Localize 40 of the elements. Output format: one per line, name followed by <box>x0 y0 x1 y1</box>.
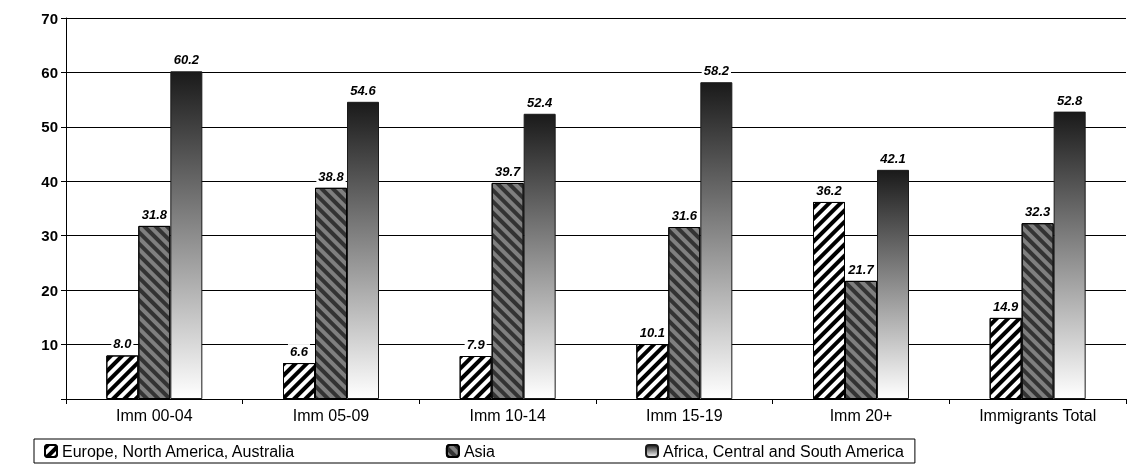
data-label: 31.6 <box>671 208 698 224</box>
legend-label: Africa, Central and South America <box>663 442 905 460</box>
y-tick-label: 40 <box>41 172 58 190</box>
data-label: 32.3 <box>1025 204 1052 220</box>
data-label: 6.6 <box>289 344 309 360</box>
legend-label: Asia <box>463 442 496 460</box>
data-label: 42.1 <box>879 150 906 166</box>
y-tick-label: 20 <box>41 281 58 299</box>
data-label: 52.8 <box>1057 92 1084 108</box>
y-tick-label: 10 <box>41 336 58 354</box>
bar <box>170 71 203 399</box>
data-label: 38.8 <box>318 168 345 184</box>
bar <box>1053 111 1086 399</box>
bar <box>523 113 556 399</box>
bar <box>877 169 909 399</box>
x-tick-label: Imm 05-09 <box>292 406 370 424</box>
legend-label: Europe, North America, Australia <box>62 442 295 460</box>
data-label: 36.2 <box>816 182 843 198</box>
data-label: 21.7 <box>847 261 875 277</box>
x-tick-label: Imm 10-14 <box>469 406 546 424</box>
data-label: 60.2 <box>173 52 200 68</box>
y-tick-label: 60 <box>41 63 58 81</box>
y-tick-label: 30 <box>41 227 58 245</box>
data-label: 54.6 <box>350 82 377 98</box>
data-label: 14.9 <box>993 298 1020 314</box>
data-label: 8.0 <box>113 336 133 352</box>
data-label: 52.4 <box>527 94 554 110</box>
x-tick-label: Imm 00-04 <box>116 406 193 424</box>
data-label: 7.9 <box>466 337 486 352</box>
data-label: 39.7 <box>495 163 522 179</box>
x-tick-label: Imm 20+ <box>829 406 893 424</box>
bar <box>347 101 379 399</box>
x-tick-label: Immigrants Total <box>979 406 1097 424</box>
x-tick-label: Imm 15-19 <box>646 406 723 424</box>
data-label: 10.1 <box>639 325 665 341</box>
data-label: 58.2 <box>703 63 730 79</box>
y-tick-label: 50 <box>41 118 58 136</box>
data-label: 31.8 <box>141 206 168 222</box>
bar <box>700 82 733 399</box>
y-tick-label: 70 <box>41 9 58 27</box>
